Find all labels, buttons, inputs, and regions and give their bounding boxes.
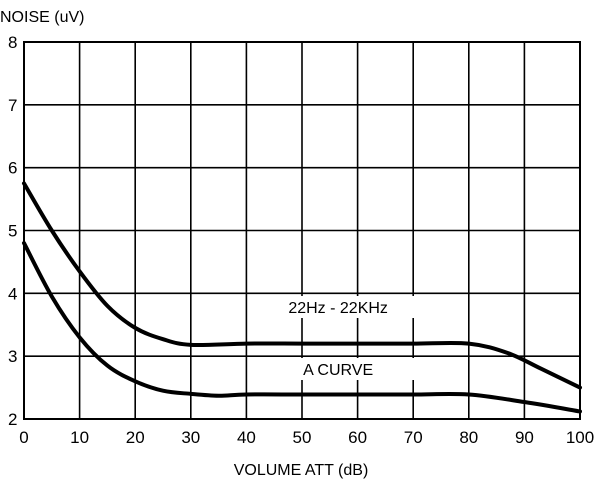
x-tick-label-7: 70 — [404, 428, 423, 447]
x-tick-label-5: 50 — [293, 428, 312, 447]
y-tick-label-0: 2 — [8, 410, 17, 429]
x-tick-label-8: 80 — [459, 428, 478, 447]
annotation-box-a-curve — [258, 358, 419, 380]
y-tick-label-2: 4 — [8, 284, 17, 303]
x-tick-label-1: 10 — [70, 428, 89, 447]
series-lines — [22, 181, 582, 414]
x-tick-label-4: 40 — [237, 428, 256, 447]
annotation-22hz-22khz: 22Hz - 22KHz — [288, 300, 388, 317]
tick-labels: 0 10 20 30 40 50 60 70 80 90 100 2 3 4 5 6 7 8 — [8, 33, 594, 447]
x-tick-label-6: 60 — [348, 428, 367, 447]
x-tick-label-0: 0 — [19, 428, 28, 447]
y-tick-label-6: 8 — [8, 33, 17, 52]
y-tick-label-5: 7 — [8, 96, 17, 115]
y-tick-label-3: 5 — [8, 222, 17, 241]
plot-frame — [23, 41, 581, 420]
y-tick-label-4: 6 — [8, 159, 17, 178]
annotation-a-curve: A CURVE — [303, 362, 373, 379]
annotation-box-22hz — [258, 296, 419, 318]
x-axis-label: VOLUME ATT (dB) — [234, 462, 369, 479]
series-line-0 — [22, 181, 582, 390]
x-tick-label-10: 100 — [566, 428, 594, 447]
y-axis-label: NOISE (uV) — [0, 9, 84, 26]
x-tick-label-9: 90 — [515, 428, 534, 447]
series-line-1 — [22, 241, 582, 414]
x-tick-label-2: 20 — [126, 428, 145, 447]
y-tick-label-1: 3 — [8, 347, 17, 366]
x-tick-label-3: 30 — [181, 428, 200, 447]
